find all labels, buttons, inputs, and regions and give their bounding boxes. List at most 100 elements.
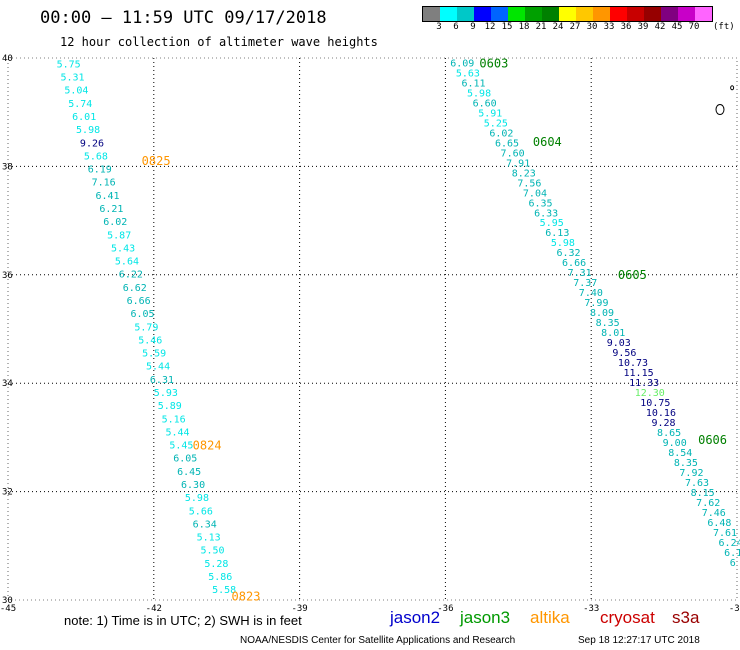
wave-height-value: 5.64 — [115, 257, 139, 268]
wave-height-value: 6.32 — [556, 248, 580, 259]
wave-height-value: 5.93 — [154, 388, 178, 399]
wave-height-value: 6.66 — [562, 258, 586, 269]
wave-height-value: 7.56 — [517, 178, 541, 189]
pass-time-label: 0823 — [232, 590, 261, 604]
wave-height-value: 5.63 — [456, 68, 480, 79]
wave-height-value: 5.59 — [142, 349, 166, 360]
color-scale-bar — [422, 6, 713, 22]
wave-height-value: 6.19 — [88, 165, 112, 176]
color-swatch — [576, 7, 593, 21]
wave-height-value: 5.91 — [478, 108, 502, 119]
wave-height-value: 5.66 — [189, 506, 213, 517]
x-tick-label: -36 — [437, 604, 453, 614]
wave-height-value: 5.28 — [204, 559, 228, 570]
mission-cryosat: cryosat — [600, 608, 655, 627]
wave-height-value: 6.60 — [473, 98, 497, 109]
wave-height-value: 5.95 — [540, 218, 564, 229]
wave-height-value: 8.65 — [657, 428, 681, 439]
color-swatch — [610, 7, 627, 21]
wave-height-value: 5.16 — [162, 414, 186, 425]
wave-height-value: 10.73 — [618, 358, 648, 369]
x-tick-label: -33 — [583, 604, 599, 614]
wave-height-value: 5.75 — [57, 59, 81, 70]
wave-height-value: 8.01 — [601, 328, 625, 339]
wave-height-value: 6.02 — [103, 217, 127, 228]
axis-ticks: -45 -42 -39 -36 -33 -30 30 32 34 36 38 40 — [0, 54, 740, 614]
color-swatch — [508, 7, 525, 21]
wave-height-value: 5.86 — [208, 572, 232, 583]
altimeter-tracks: 5.75 5.31 5.04 5.74 6.01 5.98 9.26 5.68 6.19 7.16… — [57, 56, 740, 603]
color-swatch — [440, 7, 457, 21]
wave-height-value: 6.01 — [72, 112, 96, 123]
color-swatch — [627, 7, 644, 21]
wave-height-value: 7.63 — [685, 478, 709, 489]
wave-height-value: 7.04 — [523, 188, 547, 199]
wave-height-value: 5.98 — [185, 493, 209, 504]
wave-height-value: 10.75 — [640, 398, 670, 409]
wave-height-value: 6.31 — [150, 375, 174, 386]
color-scale-label: 15 — [501, 22, 513, 32]
mission-jason3: jason3 — [460, 608, 511, 627]
color-scale-label: 9 — [470, 22, 476, 32]
color-swatch — [542, 7, 559, 21]
wave-height-value: 6.21 — [99, 204, 123, 215]
wave-height-value: 7.46 — [702, 508, 726, 519]
pass-time-label: 0825 — [142, 154, 171, 168]
wave-height-value: 9.28 — [651, 418, 675, 429]
wave-height-value: 6.13 — [545, 228, 569, 239]
color-swatch — [593, 7, 610, 21]
wave-height-value: 8.23 — [512, 168, 536, 179]
color-scale-label: 18 — [518, 22, 530, 32]
wave-height-value: 5.68 — [84, 151, 108, 162]
y-tick-label: 34 — [2, 379, 13, 389]
wave-height-value: 11.33 — [629, 378, 659, 389]
color-swatch — [491, 7, 508, 21]
color-scale-labels: 3 6 9 12 15 18 21 24 27 30 33 36 39 42 45 70 — [422, 22, 722, 34]
wave-height-value: 7.16 — [92, 178, 116, 189]
wave-height-value: 6.48 — [707, 518, 731, 529]
wave-height-value: 6.05 — [173, 454, 197, 465]
color-scale-label: 30 — [586, 22, 598, 32]
color-swatch — [661, 7, 678, 21]
wave-height-value: 5.87 — [107, 230, 131, 241]
wave-height-value: 6 — [730, 558, 736, 569]
map-border — [7, 57, 738, 601]
wave-height-value: 5.44 — [165, 427, 189, 438]
wave-height-value: 7.60 — [501, 148, 525, 159]
color-scale-label: 6 — [453, 22, 459, 32]
y-tick-label: 40 — [2, 54, 13, 64]
wave-height-value: 6.34 — [193, 519, 217, 530]
map-frame — [7, 57, 738, 601]
color-scale-label: 21 — [535, 22, 547, 32]
color-scale-label: 27 — [569, 22, 581, 32]
color-scale-label: 70 — [688, 22, 700, 32]
wave-height-value: 8.15 — [691, 488, 715, 499]
map-grid — [8, 58, 737, 600]
wave-height-value: 6.02 — [489, 128, 513, 139]
y-tick-label: 32 — [2, 488, 13, 498]
wave-height-value: 5.43 — [111, 243, 135, 254]
wave-height-value: 5.89 — [158, 401, 182, 412]
wave-height-value: 5.31 — [60, 73, 84, 84]
wave-height-value: 6.11 — [461, 78, 485, 89]
wave-height-value: 6.45 — [177, 467, 201, 478]
wave-height-value: 9.03 — [607, 338, 631, 349]
wave-height-value: 5.44 — [146, 362, 170, 373]
y-tick-label: 36 — [2, 271, 13, 281]
color-scale-label: 42 — [654, 22, 666, 32]
color-scale-label: 45 — [671, 22, 683, 32]
wave-height-value: 6.05 — [130, 309, 154, 320]
x-tick-label: -39 — [291, 604, 307, 614]
wave-height-value: 6.35 — [529, 198, 553, 209]
wave-height-value: 6.41 — [95, 191, 119, 202]
wave-height-value: 5.98 — [76, 125, 100, 136]
mission-s3a: s3a — [672, 608, 700, 627]
color-swatch — [695, 7, 712, 21]
wave-height-value: 6.33 — [534, 208, 558, 219]
wave-height-value: 7.91 — [506, 158, 530, 169]
x-tick-label: -45 — [0, 604, 16, 614]
wave-height-value: 5.45 — [169, 441, 193, 452]
map-title: 00:00 – 11:59 UTC 09/17/2018 — [40, 8, 327, 28]
wave-height-value: 5.50 — [200, 546, 224, 557]
color-swatch — [457, 7, 474, 21]
